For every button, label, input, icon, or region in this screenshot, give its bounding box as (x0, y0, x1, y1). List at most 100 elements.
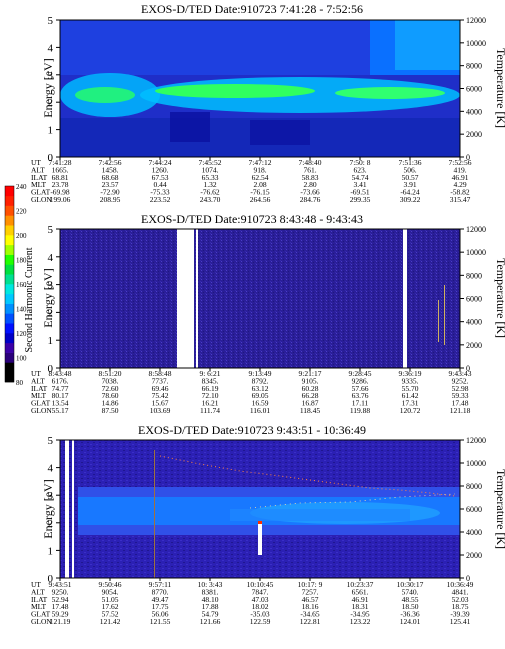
row-label: ALT (31, 165, 45, 174)
table-cell: 8381. (202, 587, 219, 596)
colorbar-swatch (5, 333, 14, 344)
table-cell: 18.75 (452, 602, 469, 611)
table-cell: 63.12 (252, 384, 269, 393)
table-cell: 55.70 (402, 384, 419, 393)
row-label: ILAT (31, 384, 48, 393)
table-cell: -69.51 (350, 188, 370, 197)
table-cell: 8345. (202, 376, 219, 385)
table-cell: 8:51:20 (99, 369, 122, 378)
table-cell: 46.57 (302, 595, 319, 604)
colorbar-tick-label: 100 (16, 355, 27, 363)
colorbar-label: Second Harmonic Current (24, 247, 35, 352)
y2-tick-label: 6000 (466, 505, 482, 514)
table-cell: 49.47 (152, 595, 169, 604)
table-cell: 3.91 (403, 180, 416, 189)
y-tick-label: 5 (48, 435, 54, 447)
table-cell: 48.10 (202, 595, 219, 604)
y-tick-label: 0 (48, 573, 54, 585)
table-cell: 7038. (102, 376, 119, 385)
table-cell: 9:21:17 (299, 369, 322, 378)
row-label: MLT (31, 180, 47, 189)
colorbar-ticks: 240 220 200 180 160 140 120 100 80 (16, 183, 27, 387)
panel-2: EXOS-D/TED Date:910723 8:43:48 - 9:43:43… (31, 212, 505, 415)
row-label: ILAT (31, 595, 48, 604)
y-tick-label: 4 (48, 42, 54, 54)
table-cell: 118.45 (300, 406, 321, 415)
table-cell: 123.22 (350, 617, 371, 626)
table-cell: 14.86 (102, 399, 119, 408)
table-cell: 4.29 (453, 180, 466, 189)
colorbar: 240 220 200 180 160 140 120 100 80 Second Harmon… (4, 183, 35, 387)
table-cell: 52.94 (52, 595, 69, 604)
colorbar-swatch (5, 235, 14, 246)
table-cell: -75.33 (150, 188, 170, 197)
table-cell: 8:43:48 (49, 369, 72, 378)
colorbar-tick-label: 160 (16, 281, 27, 289)
row-label: ALT (31, 587, 45, 596)
y2-tick-label: 6000 (466, 295, 482, 304)
y2-tick-label: 10000 (466, 459, 486, 468)
table-cell: 1458. (102, 165, 119, 174)
table-cell: 59.33 (452, 391, 469, 400)
panel-3-band-dip (230, 509, 410, 521)
row-label: GLON (31, 406, 52, 415)
colorbar-swatches (5, 186, 14, 383)
panel-3-y-axis-label: Energy [eV] (41, 479, 55, 538)
table-cell: 103.69 (150, 406, 171, 415)
table-cell: 9:43:43 (449, 369, 472, 378)
table-cell: -39.39 (450, 610, 470, 619)
panel-3-title: EXOS-D/TED Date:910723 9:43:51 - 10:36:4… (138, 423, 366, 437)
colorbar-tick-label: 220 (16, 208, 27, 216)
table-cell: 10:30:17 (397, 580, 424, 589)
panel-3: EXOS-D/TED Date:910723 9:43:51 - 10:36:4… (31, 423, 505, 626)
row-label: UT (31, 580, 41, 589)
y2-tick-label: 10000 (466, 248, 486, 257)
y-tick-label: 3 (48, 70, 54, 82)
y2-tick-label: 10000 (466, 39, 486, 48)
table-cell: 60.28 (302, 384, 319, 393)
table-cell: 72.10 (202, 391, 219, 400)
y-tick-label: 3 (48, 280, 54, 292)
colorbar-swatch (5, 225, 14, 236)
table-cell: 121.42 (100, 617, 121, 626)
table-cell: 208.95 (100, 195, 121, 204)
table-cell: 122.59 (250, 617, 271, 626)
table-cell: 18.02 (252, 602, 269, 611)
table-cell: 7257. (302, 587, 319, 596)
table-cell: 47.03 (252, 595, 269, 604)
panel-1: EXOS-D/TED Date:910723 7:41:28 - 7:52:56… (31, 2, 505, 204)
panel-3-data-gap-1 (65, 440, 69, 578)
table-cell: 54.74 (352, 173, 369, 182)
colorbar-swatch (5, 323, 14, 334)
panel-3-gap-marker (258, 521, 262, 524)
colorbar-tick-label: 200 (16, 232, 27, 240)
table-cell: 223.52 (150, 195, 171, 204)
table-cell: 18.50 (402, 602, 419, 611)
table-cell: 419. (453, 165, 466, 174)
table-cell: 10:23:37 (347, 580, 374, 589)
y-tick-label: 5 (48, 224, 54, 236)
panel-1-y-axis-label: Energy [eV] (41, 58, 55, 117)
table-cell: 51.05 (102, 595, 119, 604)
y2-tick-label: 2000 (466, 130, 482, 139)
table-cell: 2.80 (303, 180, 316, 189)
y2-tick-label: 2000 (466, 551, 482, 560)
table-cell: 7:42:56 (99, 158, 122, 167)
table-cell: 120.72 (400, 406, 421, 415)
table-cell: 55.17 (52, 406, 69, 415)
table-cell: 9054. (102, 587, 119, 596)
table-cell: 46.91 (452, 173, 469, 182)
table-cell: 315.47 (450, 195, 471, 204)
table-cell: 9:43:51 (49, 580, 72, 589)
panel-1-green-band-middle (155, 84, 315, 98)
table-cell: 9:57:11 (149, 580, 172, 589)
table-cell: 80.17 (52, 391, 69, 400)
table-cell: 918. (253, 165, 266, 174)
table-cell: 7:47:12 (249, 158, 272, 167)
table-cell: 13.54 (52, 399, 69, 408)
table-cell: 506. (403, 165, 416, 174)
table-cell: 3.41 (353, 180, 366, 189)
y-tick-label: 4 (48, 463, 54, 475)
table-cell: 6176. (52, 376, 69, 385)
